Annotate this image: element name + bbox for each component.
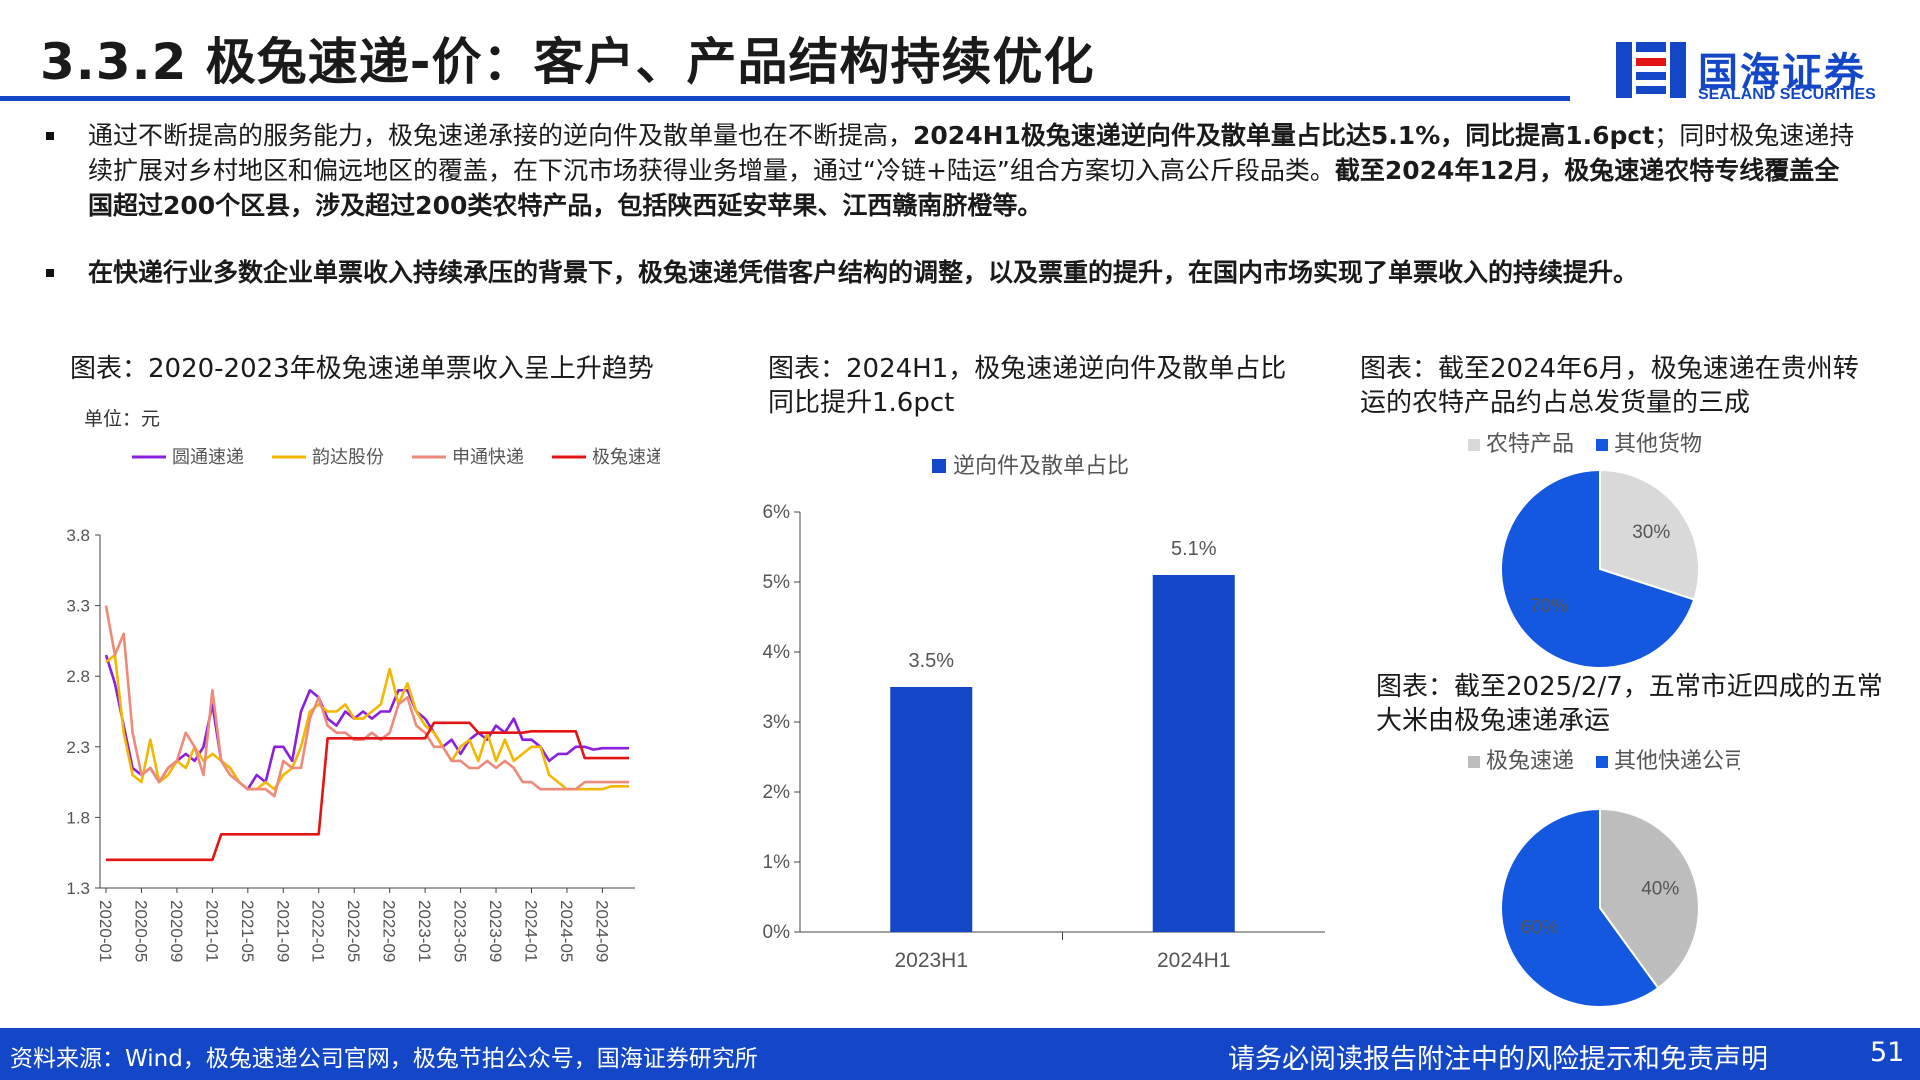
bar-value-label: 5.1%: [1171, 538, 1217, 560]
bullet-text: ；同时极兔速递持续扩展对乡村地区和偏远地区的覆盖，在下沉市场获得业务增量，通过“…: [88, 121, 1855, 185]
legend-label: 农特产品: [1486, 432, 1574, 457]
legend-swatch: [1468, 439, 1480, 451]
x-tick-label: 2022-05: [344, 900, 363, 962]
bullet-text-bold: 在快递行业多数企业单票收入持续承压的背景下，极兔速递凭借客户结构的调整，以及票重…: [88, 258, 1639, 287]
page-title: 3.3.2 极兔速递-价：客户、产品结构持续优化: [40, 33, 1095, 91]
bullet-item: 在快递行业多数企业单票收入持续承压的背景下，极兔速递凭借客户结构的调整，以及票重…: [40, 255, 1860, 290]
legend-label: 逆向件及散单占比: [953, 454, 1129, 479]
y-tick-label: 4%: [763, 642, 791, 663]
footer-disclaimer: 请务必阅读报告附注中的风险提示和免责声明: [1228, 1044, 1768, 1075]
x-tick-label: 2021-01: [202, 900, 221, 962]
x-tick-label: 2023-05: [451, 900, 470, 962]
bullet-item: 通过不断提高的服务能力，极兔速递承接的逆向件及散单量也在不断提高，2024H1极…: [40, 118, 1860, 223]
bullet-text-bold: 截至2024年12月，极兔速递农特专线覆盖全国超过200个区县，涉及超过200类…: [88, 156, 1840, 220]
y-tick-label: 5%: [763, 572, 791, 593]
x-tick-label: 2024-09: [592, 900, 611, 962]
legend-label: 申通快递: [452, 447, 524, 468]
x-tick-label: 2022-09: [380, 900, 399, 962]
legend-swatch: [1596, 756, 1608, 768]
company-logo: 国海证券 SEALAND SECURITIES: [1612, 36, 1882, 106]
y-tick-label: 2.3: [66, 738, 90, 757]
y-tick-label: 0%: [763, 922, 791, 943]
x-tick-label: 2024H1: [1157, 949, 1231, 972]
y-tick-label: 2.8: [66, 667, 90, 686]
legend-label: 圆通速递: [172, 447, 244, 468]
x-tick-label: 2022-01: [309, 900, 328, 962]
bullet-list: 通过不断提高的服务能力，极兔速递承接的逆向件及散单量也在不断提高，2024H1极…: [40, 118, 1860, 290]
pie-slice: [1500, 807, 1660, 1008]
bar-value-label: 3.5%: [908, 650, 954, 672]
title-divider: [0, 96, 1570, 101]
bar: [1152, 575, 1235, 932]
series-line: [104, 605, 629, 798]
footer-bar: 资料来源：Wind，极兔速递公司官网，极兔节拍公众号，国海证券研究所 请务必阅读…: [0, 1028, 1920, 1080]
bullet-text-bold: 2024H1极兔速递逆向件及散单量占比达5.1%，同比提高1.6pct: [913, 121, 1655, 150]
pie-slice: [1500, 468, 1696, 669]
legend-label: 韵达股份: [312, 447, 384, 468]
legend-label: 其他快递公司: [1614, 749, 1740, 774]
pie-slice: [1599, 807, 1700, 990]
series-line: [106, 721, 629, 862]
x-tick-label: 2024-01: [521, 900, 540, 962]
y-tick-label: 1.3: [66, 879, 90, 898]
pie-slice-label: 60%: [1521, 918, 1559, 939]
bullet-marker: [46, 132, 54, 140]
logo-name-cn: 国海证券: [1698, 50, 1866, 96]
y-tick-label: 6%: [763, 502, 791, 523]
bullet-text: 通过不断提高的服务能力，极兔速递承接的逆向件及散单量也在不断提高，: [88, 121, 914, 150]
line-chart: 圆通速递 韵达股份 申通快递 极兔速递 1.3 1.8 2.3 2.8 3.3 3.8 2020-0…: [66, 447, 660, 962]
page-number: 51: [1870, 1037, 1905, 1068]
y-tick-label: 3.3: [66, 597, 90, 616]
legend-label: 其他货物: [1614, 432, 1702, 457]
series-line: [105, 653, 629, 791]
pie-slice-label: 30%: [1632, 522, 1670, 543]
x-tick-label: 2024-05: [557, 900, 576, 962]
pie-chart-1: 农特产品 其他货物 30% 70%: [1468, 432, 1702, 669]
legend-swatch: [1596, 439, 1608, 451]
pie-chart-1-title: 图表：截至2024年6月，极兔速递在贵州转运的农特产品约占总发货量的三成: [1360, 354, 1859, 418]
bar-chart: 逆向件及散单占比 0% 1% 2% 3% 4% 5% 6% 3.5% 2023H1 5.1% 2024…: [763, 454, 1325, 972]
y-tick-label: 1.8: [66, 808, 90, 827]
bar-chart-title: 图表：2024H1，极兔速递逆向件及散单占比同比提升1.6pct: [768, 354, 1287, 418]
line-chart-title: 图表：2020-2023年极兔速递单票收入呈上升趋势: [70, 354, 654, 384]
bar: [890, 687, 973, 932]
pie-slice: [1599, 468, 1700, 601]
x-tick-label: 2023-09: [486, 900, 505, 962]
y-tick-label: 1%: [763, 852, 791, 873]
logo-name-en: SEALAND SECURITIES: [1698, 86, 1876, 103]
line-chart-unit: 单位：元: [84, 408, 161, 430]
series-line: [104, 654, 629, 791]
sealand-logo-icon: [1616, 42, 1686, 98]
legend-label: 极兔速递: [592, 447, 660, 468]
legend-label: 极兔速递: [1486, 749, 1574, 774]
x-tick-label: 2020-05: [131, 900, 150, 962]
pie-slice-label: 70%: [1530, 596, 1568, 617]
y-tick-label: 2%: [763, 782, 791, 803]
footer-source: 资料来源：Wind，极兔速递公司官网，极兔节拍公众号，国海证券研究所: [10, 1046, 758, 1072]
legend-swatch: [932, 459, 946, 473]
y-tick-label: 3.8: [66, 526, 90, 545]
y-tick-label: 3%: [763, 712, 791, 733]
x-tick-label: 2023-01: [415, 900, 434, 962]
pie-slice-label: 40%: [1641, 878, 1679, 899]
x-tick-label: 2023H1: [894, 949, 968, 972]
bullet-marker: [46, 269, 54, 277]
legend-swatch: [1468, 756, 1480, 768]
x-tick-label: 2021-05: [238, 900, 257, 962]
pie-chart-2-title: 图表：截至2025/2/7，五常市近四成的五常大米由极兔速递承运: [1376, 672, 1883, 736]
x-tick-label: 2021-09: [273, 900, 292, 962]
x-tick-label: 2020-09: [167, 900, 186, 962]
pie-chart-2: 极兔速递 其他快递公司 40% 60%: [1468, 749, 1740, 1008]
x-tick-label: 2020-01: [96, 900, 115, 962]
